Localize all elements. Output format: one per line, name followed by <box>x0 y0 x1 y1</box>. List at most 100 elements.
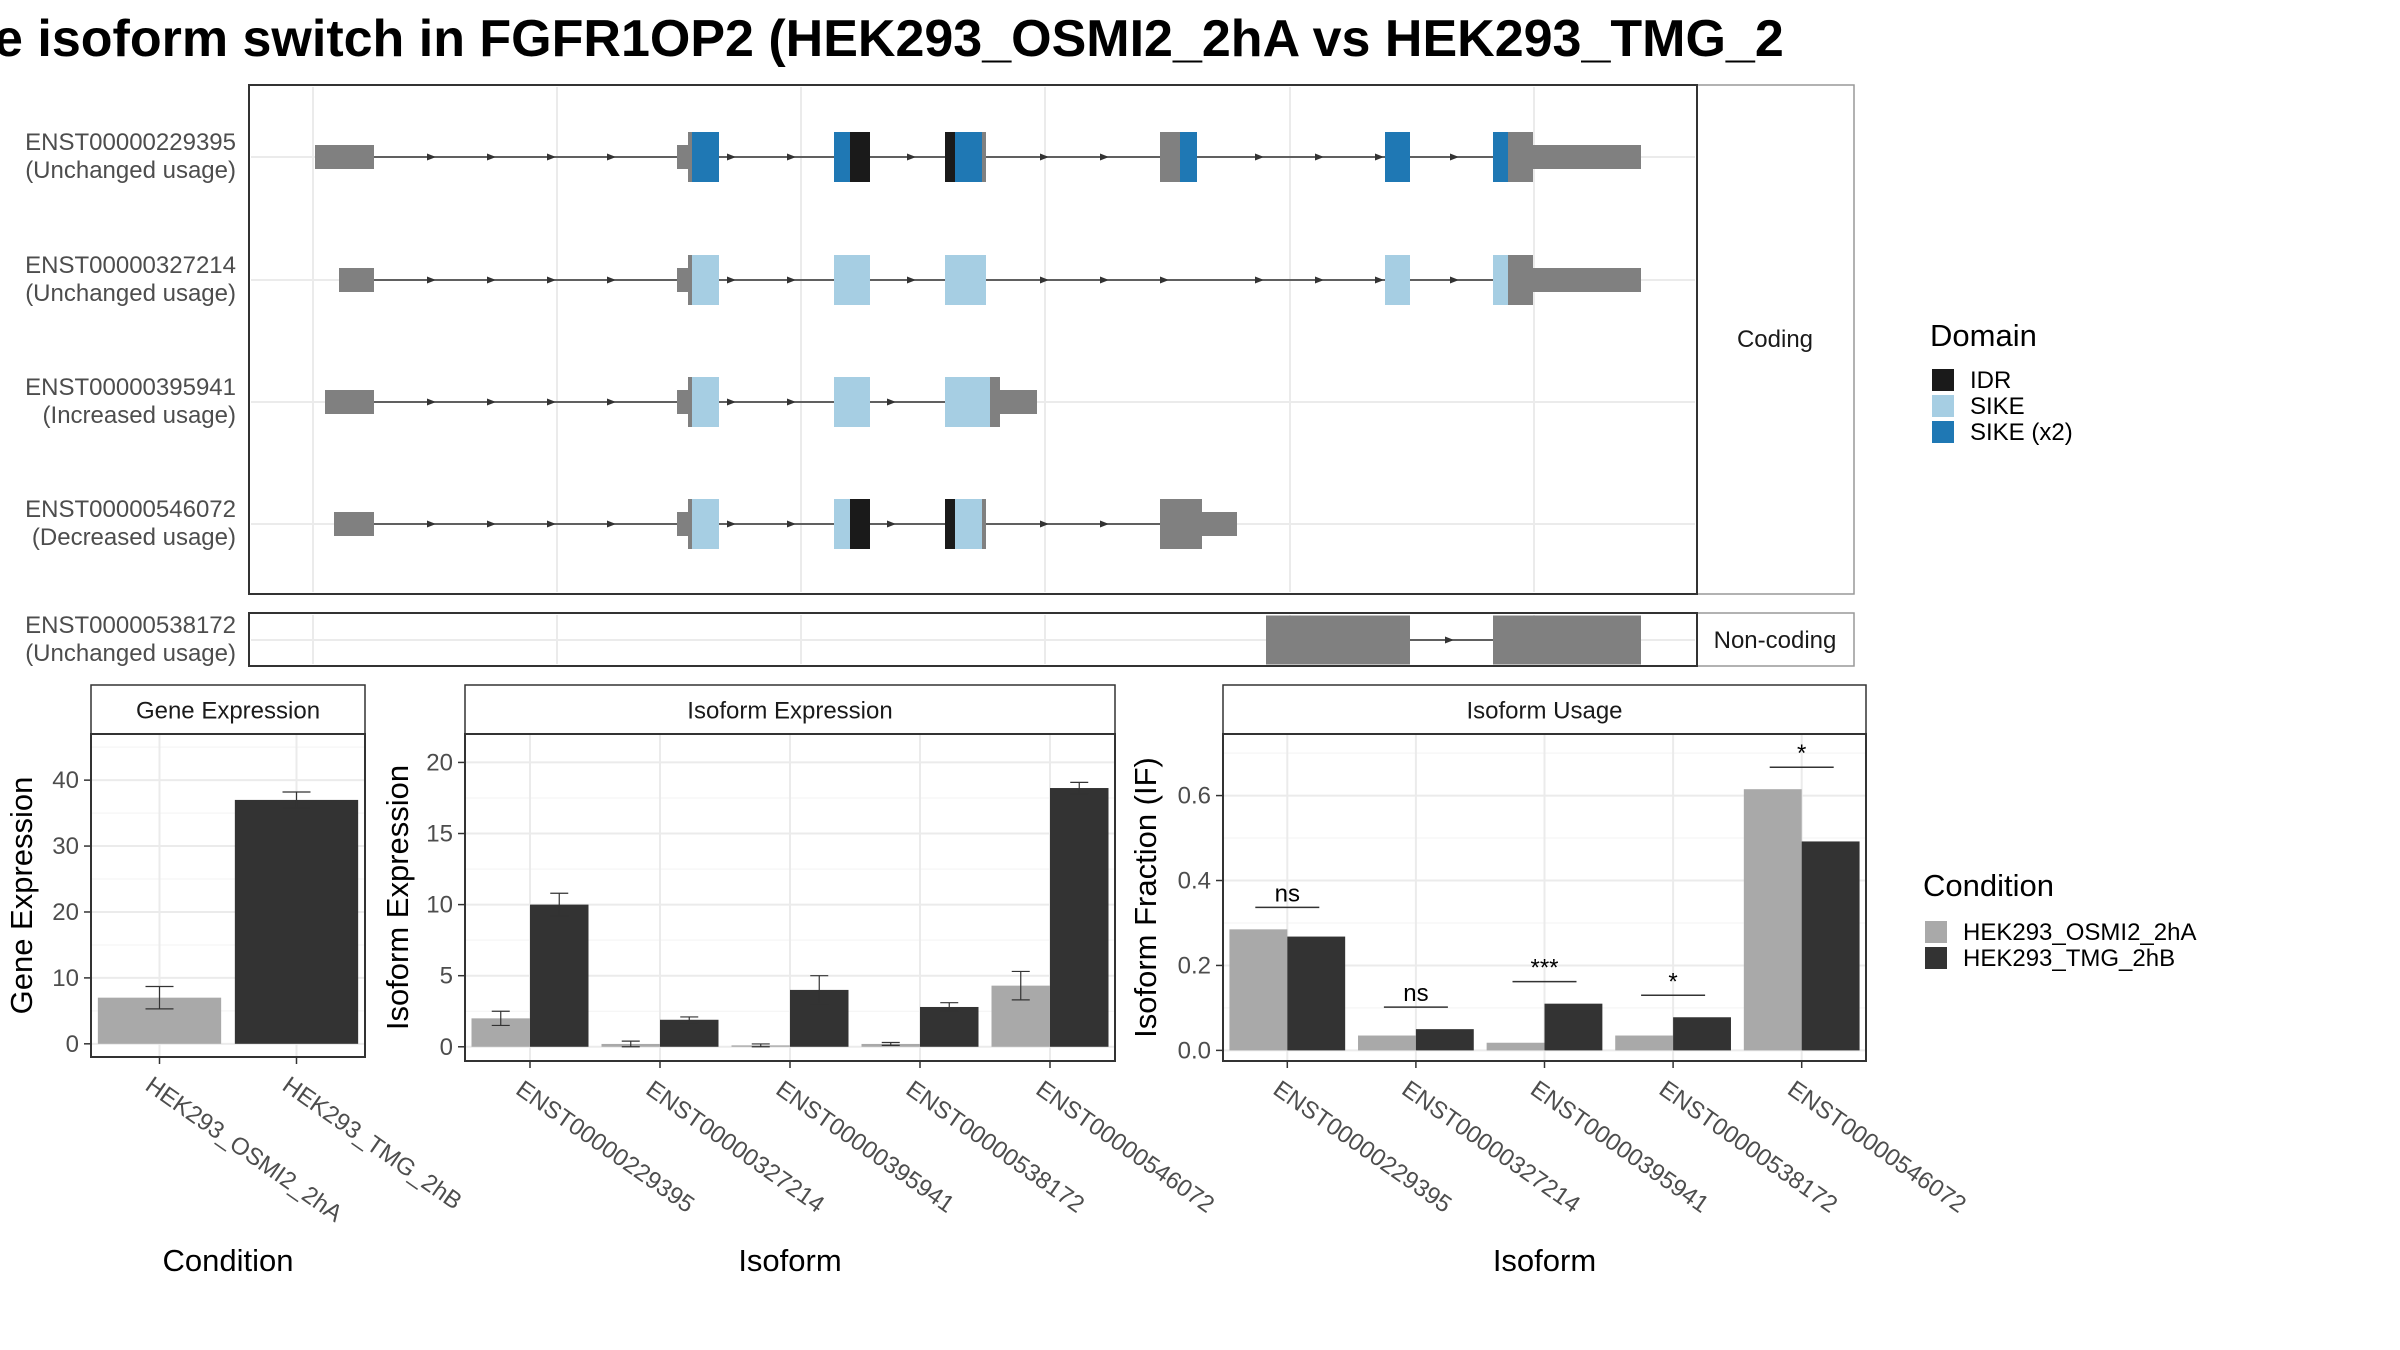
y-tick-label: 0 <box>66 1031 79 1058</box>
bar-osmi2 <box>1486 1042 1545 1051</box>
domain-sike-x2 <box>834 132 850 182</box>
exon-utr <box>339 268 374 292</box>
bar-osmi2 <box>1615 1035 1674 1051</box>
domain-legend-label: IDR <box>1970 367 2011 394</box>
intron-arrow <box>487 398 496 406</box>
domain-sike-x2 <box>692 132 719 182</box>
transcript-id-label: ENST00000327214 <box>25 252 236 279</box>
intron-arrow <box>887 520 896 528</box>
domain-idr <box>945 132 955 182</box>
intron-arrow <box>1160 276 1169 284</box>
y-tick-label: 5 <box>440 963 453 990</box>
intron-arrow <box>487 276 496 284</box>
domain-sike-x2 <box>1180 132 1197 182</box>
transcript-id-label: ENST00000546072 <box>25 496 236 523</box>
x-axis-title: Isoform <box>738 1243 841 1278</box>
intron-arrow <box>1315 153 1324 161</box>
transcript-id-label: ENST00000395941 <box>25 374 236 401</box>
significance-label: * <box>1797 740 1806 767</box>
significance-label: *** <box>1530 955 1558 982</box>
condition-legend-label: HEK293_OSMI2_2hA <box>1963 919 2196 946</box>
bar-tmg <box>1415 1029 1474 1051</box>
intron-arrow <box>427 398 436 406</box>
intron-arrow <box>427 520 436 528</box>
panel-strip <box>1222 684 1867 735</box>
intron-arrow <box>1450 276 1459 284</box>
exon-utr <box>1266 615 1410 665</box>
intron-arrow <box>787 520 796 528</box>
panel-strip <box>464 684 1116 735</box>
exon-utr <box>325 390 374 414</box>
exon-utr <box>990 377 1000 427</box>
significance-label: * <box>1668 968 1677 995</box>
bar-tmg <box>1050 788 1109 1047</box>
noncoding-strip-label: Non-coding <box>1714 627 1837 654</box>
domain-sike <box>1385 255 1410 305</box>
panel-title: Isoform Usage <box>1466 698 1622 725</box>
exon-utr <box>315 145 374 169</box>
bar-osmi2 <box>1743 789 1802 1051</box>
bar-tmg <box>234 799 359 1044</box>
intron-arrow <box>607 153 616 161</box>
domain-legend-swatch <box>1932 369 1954 391</box>
y-axis-title: Isoform Expression <box>380 765 415 1030</box>
significance-label: ns <box>1403 980 1428 1007</box>
bar-osmi2 <box>1358 1035 1416 1051</box>
domain-sike <box>955 499 982 549</box>
transcript-usage-label: (Decreased usage) <box>32 524 236 551</box>
intron-arrow <box>727 153 736 161</box>
exon-utr <box>1533 268 1641 292</box>
intron-arrow <box>1315 276 1324 284</box>
domain-sike <box>692 255 719 305</box>
y-tick-label: 10 <box>426 892 453 919</box>
bar-tmg <box>1544 1003 1603 1051</box>
bar-tmg <box>660 1019 719 1047</box>
domain-idr <box>850 499 870 549</box>
domain-legend-label: SIKE (x2) <box>1970 419 2073 446</box>
domain-legend-swatch <box>1932 421 1954 443</box>
transcript-model-2 <box>339 255 1641 305</box>
exon-utr <box>1000 390 1037 414</box>
intron-arrow <box>907 153 916 161</box>
exon-utr <box>677 145 690 169</box>
exon-utr <box>677 390 690 414</box>
y-tick-label: 10 <box>52 965 79 992</box>
panel-title: Isoform Expression <box>687 698 892 725</box>
condition-legend-label: HEK293_TMG_2hB <box>1963 945 2175 972</box>
intron-arrow <box>907 276 916 284</box>
domain-legend-label: SIKE <box>1970 393 2025 420</box>
bar-tmg <box>920 1006 979 1047</box>
bar-osmi2 <box>1229 929 1288 1051</box>
bar-tmg <box>1801 841 1860 1051</box>
intron-arrow <box>1100 276 1109 284</box>
intron-arrow <box>427 276 436 284</box>
panel-title: Gene Expression <box>136 698 320 725</box>
y-axis-title: Gene Expression <box>4 777 39 1015</box>
significance-label: ns <box>1275 880 1300 907</box>
y-tick-label: 0.4 <box>1178 868 1211 895</box>
figure-title: e isoform switch in FGFR1OP2 (HEK293_OSM… <box>0 10 1784 68</box>
isoform-usage-chart: Isoform Usagensns*****0.00.20.40.6ENST00… <box>1128 684 1971 1278</box>
exon-utr <box>1508 255 1533 305</box>
exon-utr <box>1508 132 1533 182</box>
condition-legend-swatch <box>1925 921 1947 943</box>
exon-utr <box>677 268 690 292</box>
coding-panel-border <box>248 84 1698 595</box>
y-tick-label: 0 <box>440 1034 453 1061</box>
transcript-usage-label: (Increased usage) <box>43 402 236 429</box>
intron-arrow <box>547 520 556 528</box>
intron-arrow <box>1375 153 1384 161</box>
intron-arrow <box>487 520 496 528</box>
x-axis-title: Condition <box>163 1243 294 1278</box>
y-tick-label: 20 <box>426 749 453 776</box>
transcript-usage-label: (Unchanged usage) <box>25 280 236 307</box>
intron-arrow <box>607 398 616 406</box>
intron-arrow <box>607 520 616 528</box>
intron-arrow <box>1040 520 1049 528</box>
panel-border <box>90 733 366 1058</box>
domain-sike-x2 <box>1493 132 1508 182</box>
y-axis-title: Isoform Fraction (IF) <box>1128 757 1163 1038</box>
domain-legend-swatch <box>1932 395 1954 417</box>
